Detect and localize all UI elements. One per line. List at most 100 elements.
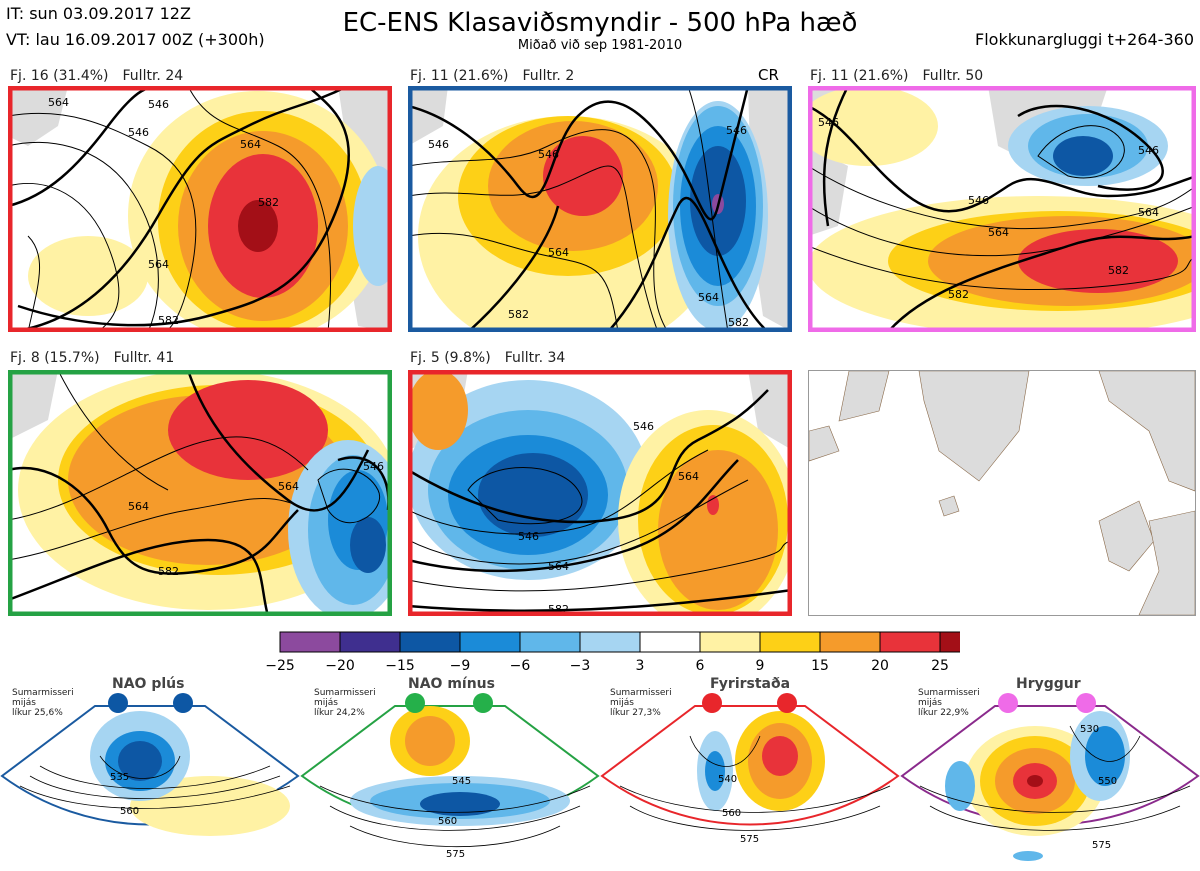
cluster-map-4: 564 582 564 546 <box>8 370 392 616</box>
contour-label: 564 <box>988 226 1009 239</box>
panel-1-label: Fj. 16 (31.4%) Fulltr. 24 <box>10 68 184 84</box>
contour-label: 546 <box>633 420 654 433</box>
contour-label: 564 <box>548 246 569 259</box>
contour-label: 564 <box>240 138 261 151</box>
colorbar-swatch <box>939 631 960 653</box>
valid-time: VT: lau 16.09.2017 00Z (+300h) <box>6 30 265 49</box>
contour-label: 546 <box>538 148 559 161</box>
contour-label: 582 <box>158 565 179 578</box>
regime-title: Hryggur <box>1016 676 1081 692</box>
contour-label: 560 <box>722 808 741 819</box>
regime-note: Sumarmisseri mijás líkur 25,6% <box>12 688 74 718</box>
regime-dot <box>777 693 797 713</box>
contour-label: 546 <box>363 460 384 473</box>
colorbar: −25 −20 −15 −9 −6 −3 3 6 9 15 20 25 <box>240 630 960 680</box>
contour-label: 582 <box>508 308 529 321</box>
contour-label: 546 <box>428 138 449 151</box>
contour-label: 546 <box>148 98 169 111</box>
contour-label: 575 <box>446 849 465 860</box>
regime-dot <box>702 693 722 713</box>
colorbar-swatch <box>879 631 941 653</box>
contour-label: 564 <box>48 96 69 109</box>
chart-subtitle: Miðað við sep 1981-2010 <box>517 38 683 53</box>
colorbar-swatch <box>699 631 761 653</box>
contour-label: 546 <box>818 116 839 129</box>
contour-label: 560 <box>438 816 457 827</box>
contour-label: 564 <box>278 480 299 493</box>
cluster-map-5: 546 546 564 564 582 <box>408 370 792 616</box>
contour-label: 546 <box>128 126 149 139</box>
anomaly-negative <box>353 166 392 286</box>
regime-title: NAO plús <box>112 676 185 692</box>
contour-label: 564 <box>548 560 569 573</box>
regime-nao-plus: NAO plús Sumarmisseri mijás líkur 25,6% 53… <box>0 676 300 871</box>
contour-label: 582 <box>1108 264 1129 277</box>
contour-label: 582 <box>158 314 179 327</box>
colorbar-tick-label: 20 <box>871 658 889 674</box>
contour-label: 550 <box>1098 776 1117 787</box>
regime-note: Sumarmisseri mijás líkur 24,2% <box>314 688 376 718</box>
regime-blocking: Fyrirstaða Sumarmisseri mijás líkur 27,3% … <box>600 676 900 871</box>
colorbar-swatch <box>279 631 341 653</box>
contour-label: 530 <box>1080 724 1099 735</box>
regime-dot <box>108 693 128 713</box>
contour-label: 545 <box>452 776 471 787</box>
regime-note: Sumarmisseri mijás líkur 22,9% <box>918 688 980 718</box>
contour-label: 564 <box>148 258 169 271</box>
colorbar-tick-label: 3 <box>636 658 645 674</box>
cluster-map-1: 546 564 582 564 582 546 564 <box>8 86 392 332</box>
regime-title: Fyrirstaða <box>710 676 791 692</box>
contour-label: 575 <box>1092 840 1111 851</box>
contour-label: 582 <box>948 288 969 301</box>
contour-label: 582 <box>258 196 279 209</box>
contour-label: 564 <box>128 500 149 513</box>
colorbar-tick-label: −15 <box>385 658 415 674</box>
chart-title: EC-ENS Klasaviðsmyndir - 500 hPa hæð <box>342 8 858 38</box>
panel-4-label: Fj. 8 (15.7%) Fulltr. 41 <box>10 350 175 366</box>
regime-dot <box>1076 693 1096 713</box>
cluster-map-2: 546 546 564 564 582 546 582 <box>408 86 792 332</box>
contour-label: 582 <box>728 316 749 329</box>
regime-ridge: Hryggur Sumarmisseri mijás líkur 22,9% 530… <box>900 676 1200 871</box>
colorbar-tick-label: −20 <box>325 658 355 674</box>
contour-label: 546 <box>518 530 539 543</box>
regime-title: NAO mínus <box>408 676 495 692</box>
regime-note: Sumarmisseri mijás líkur 27,3% <box>610 688 672 718</box>
colorbar-tick-label: 9 <box>756 658 765 674</box>
panel-2-label: Fj. 11 (21.6%) Fulltr. 2 <box>410 68 575 84</box>
panel-2-tag: CR <box>758 66 779 84</box>
colorbar-tick-label: 25 <box>931 658 949 674</box>
regime-dot <box>473 693 493 713</box>
colorbar-swatch <box>579 631 641 653</box>
panel-1-border <box>8 86 392 332</box>
colorbar-tick-label: −25 <box>265 658 295 674</box>
blank-reference-map <box>808 370 1196 616</box>
contour-label: 564 <box>678 470 699 483</box>
contour-label: 564 <box>1138 206 1159 219</box>
colorbar-tick-label: 6 <box>696 658 705 674</box>
colorbar-tick-label: −6 <box>510 658 531 674</box>
panel-5-label: Fj. 5 (9.8%) Fulltr. 34 <box>410 350 566 366</box>
regime-nao-minus: NAO mínus Sumarmisseri mijás líkur 24,2% 5… <box>300 676 600 871</box>
colorbar-swatch <box>759 631 821 653</box>
contour-label: 560 <box>120 806 139 817</box>
colorbar-swatch <box>819 631 881 653</box>
colorbar-swatch <box>339 631 401 653</box>
issue-time: IT: sun 03.09.2017 12Z <box>6 4 191 23</box>
colorbar-tick-label: −9 <box>450 658 471 674</box>
land-mass <box>8 86 68 146</box>
contour-label: 546 <box>968 194 989 207</box>
panel-3-label: Fj. 11 (21.6%) Fulltr. 50 <box>810 68 984 84</box>
regime-dot <box>405 693 425 713</box>
colorbar-swatch <box>519 631 581 653</box>
colorbar-swatch <box>459 631 521 653</box>
contour-label: 564 <box>698 291 719 304</box>
colorbar-swatch <box>399 631 461 653</box>
regime-dot <box>998 693 1018 713</box>
colorbar-swatch <box>639 631 701 653</box>
contour-label: 546 <box>1138 144 1159 157</box>
regime-dot <box>173 693 193 713</box>
cluster-map-3: 546 546 564 582 582 564 546 <box>808 86 1196 332</box>
contour-label: 575 <box>740 834 759 845</box>
contour-label: 535 <box>110 772 129 783</box>
